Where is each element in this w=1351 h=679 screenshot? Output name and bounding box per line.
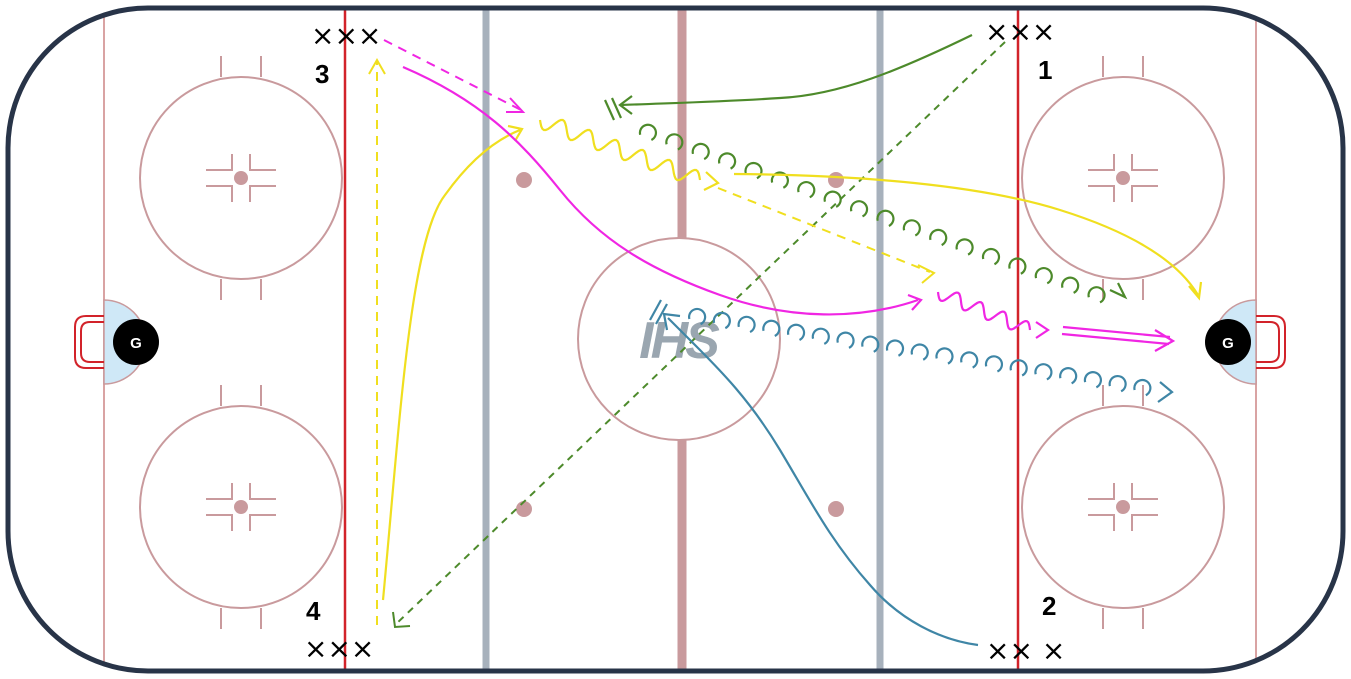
yellow-dashed-pass — [717, 187, 936, 284]
goalie-left-label: G — [130, 335, 142, 352]
green-pass-path — [392, 41, 1006, 629]
group-1-markers: ××× — [985, 15, 1055, 48]
magenta-skate-path — [402, 65, 923, 316]
goalie-right: G — [1205, 319, 1251, 365]
net-left — [74, 315, 104, 369]
center-logo: IHS — [639, 312, 720, 370]
faceoff-circles — [139, 56, 1225, 629]
faceoff-circle-top-left — [139, 76, 343, 280]
magenta-wave-arrowhead — [1035, 321, 1050, 339]
center-circle — [577, 237, 781, 441]
teal-curl-path — [688, 307, 1152, 397]
group-3-markers: ××× — [311, 19, 381, 52]
group-3-label: 3 — [315, 59, 329, 89]
faceoff-dots — [234, 171, 1130, 517]
faceoff-circle-bottom-left — [139, 405, 343, 609]
net-right — [1256, 315, 1286, 369]
group-4-label: 4 — [306, 596, 321, 626]
teal-skate-path — [649, 299, 979, 647]
magenta-shot-arrow — [1061, 325, 1176, 352]
magenta-curl-path — [936, 291, 1032, 331]
teal-curl-arrowhead — [1157, 381, 1174, 403]
yellow-shot-arc — [733, 172, 1203, 301]
group-4-markers: ××× — [304, 632, 374, 665]
green-curl-path — [638, 123, 1106, 304]
magenta-dashed-pass — [383, 39, 526, 113]
goalie-left: G — [113, 319, 159, 365]
faceoff-circle-top-right — [1021, 76, 1225, 280]
yellow-skate-path — [381, 124, 524, 601]
yellow-dashed-vertical — [368, 57, 386, 625]
goalie-right-label: G — [1222, 335, 1234, 352]
faceoff-circle-bottom-right — [1021, 405, 1225, 609]
yellow-curl-path — [538, 118, 702, 182]
group-2-label: 2 — [1042, 591, 1056, 621]
green-curl-arrowhead — [1109, 282, 1128, 300]
group-1-label: 1 — [1038, 55, 1052, 85]
yellow-wave-arrowhead — [703, 171, 720, 191]
group-2-markers: ×× × — [986, 634, 1065, 667]
faceoff-markers — [206, 154, 1158, 531]
green-skate-path — [603, 34, 973, 121]
rink-boards — [5, 5, 1346, 674]
